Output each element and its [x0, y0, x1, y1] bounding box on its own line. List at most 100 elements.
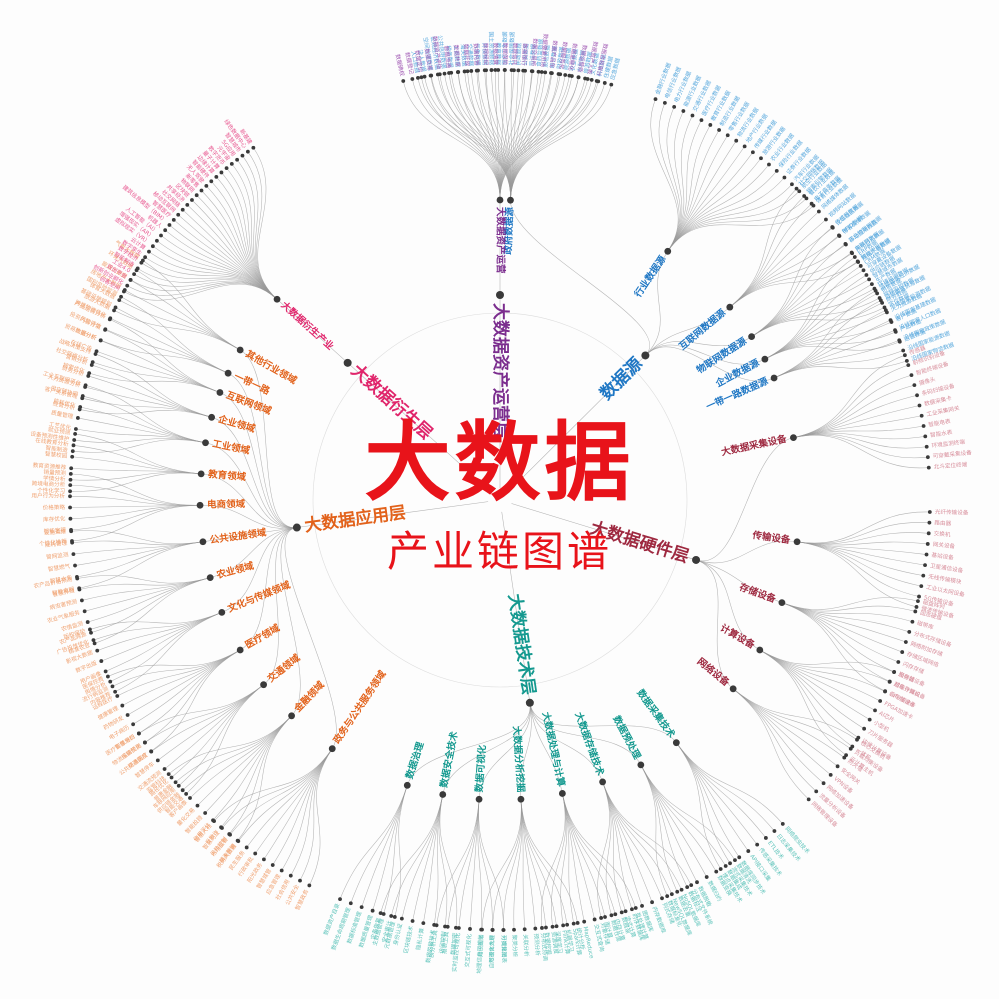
tree-node-dot — [507, 196, 514, 204]
tree-node-dot — [392, 915, 397, 919]
tree-node-dot — [858, 264, 863, 268]
tree-node-dot — [80, 396, 85, 401]
tree-node-dot — [923, 563, 927, 568]
tree-node-dot — [522, 927, 527, 932]
tree-node-label: 交通数据 — [466, 43, 476, 66]
tree-node-dot — [68, 494, 72, 499]
tree-node-dot — [442, 71, 447, 76]
tree-node-dot — [196, 501, 204, 509]
tree-node-dot — [512, 927, 516, 932]
tree-node-dot — [439, 791, 447, 798]
tree-node-dot — [202, 439, 209, 447]
tree-node-dot — [793, 538, 801, 546]
tree-node-dot — [924, 444, 929, 449]
tree-node-dot — [613, 912, 618, 917]
tree-node-dot — [199, 188, 204, 193]
tree-node-dot — [867, 717, 872, 722]
tree-node-dot — [794, 186, 799, 191]
tree-node-dot — [131, 722, 136, 727]
tree-node-dot — [501, 928, 506, 932]
tree-node-dot — [401, 79, 406, 83]
tree-node-label: 无线传输模块 — [928, 572, 963, 586]
tree-node-dot — [544, 925, 548, 930]
tree-node-dot — [756, 646, 764, 654]
tree-node-dot — [465, 69, 470, 74]
tree-node-dot — [855, 737, 859, 742]
tree-node-dot — [797, 189, 802, 194]
tree-node-dot — [689, 883, 694, 888]
tree-node-label: 病虫害预测 — [49, 597, 78, 611]
tree-node-dot — [69, 528, 73, 532]
tree-node-dot — [767, 162, 771, 167]
tree-node-label: 教育领域 — [207, 468, 247, 483]
tree-node-dot — [665, 894, 670, 899]
tree-node-dot — [443, 924, 447, 929]
tree-node-dot — [149, 749, 153, 754]
tree-node-dot — [550, 924, 555, 929]
tree-node-dot — [251, 145, 256, 150]
tree-node-dot — [68, 472, 73, 476]
tree-node-dot — [378, 911, 383, 915]
tree-node-dot — [171, 217, 176, 222]
tree-node-dot — [70, 454, 75, 459]
tree-node-label: 数据流通 — [442, 45, 453, 69]
tree-node-label: 智能制造 — [45, 444, 69, 455]
tree-node-dot — [108, 316, 113, 321]
tree-node-dot — [180, 207, 185, 212]
tree-node-dot — [664, 247, 672, 255]
tree-node-dot — [690, 113, 695, 118]
tree-node-dot — [90, 360, 95, 365]
tree-node-dot — [681, 109, 686, 113]
tree-node-dot — [917, 594, 921, 599]
tree-node-label: 环保数据 — [480, 43, 489, 66]
tree-node-dot — [76, 416, 80, 420]
tree-node-dot — [728, 861, 732, 866]
tree-node-dot — [835, 764, 840, 769]
tree-node-dot — [229, 161, 234, 166]
tree-node-dot — [896, 660, 901, 664]
tree-node-dot — [103, 669, 108, 674]
tree-node-label: 教育数据 — [495, 43, 503, 66]
tree-node-label: 农业数据 — [568, 48, 580, 72]
tree-node-label: 税务数据 — [445, 45, 456, 69]
tree-node-dot — [549, 71, 553, 75]
tree-node-dot — [108, 679, 113, 684]
tree-node-dot — [113, 689, 118, 694]
tree-node-dot — [359, 905, 364, 910]
tree-node-dot — [82, 609, 87, 614]
tree-node-dot — [298, 878, 302, 883]
tree-node-label: 管网监测 — [46, 550, 70, 561]
tree-node-dot — [197, 470, 205, 478]
tree-node-label: 数据清算 — [492, 43, 500, 66]
tree-node-dot — [91, 638, 96, 642]
tree-node-dot — [830, 225, 835, 229]
tree-node-dot — [575, 921, 580, 925]
tree-node-dot — [723, 864, 728, 868]
tree-node-dot — [837, 233, 841, 238]
tree-node-dot — [530, 69, 535, 74]
tree-node-label: 机器学习 — [564, 929, 575, 952]
tree-node-dot — [852, 255, 857, 259]
tree-node-dot — [89, 630, 93, 635]
tree-node-label: 统计分析 — [575, 927, 587, 951]
tree-node-dot — [717, 128, 721, 132]
tree-node-dot — [558, 790, 566, 797]
tree-node-label: 个性化推荐 — [39, 537, 68, 548]
tree-node-label: 能耗管理 — [44, 539, 67, 549]
tree-node-dot — [410, 919, 415, 923]
tree-node-dot — [623, 909, 628, 914]
tree-node-dot — [110, 684, 115, 689]
tree-node-label: 数据采集技术 — [634, 686, 678, 740]
tree-node-dot — [496, 291, 504, 299]
tree-node-label: 数据信托 — [511, 43, 520, 66]
tree-node-dot — [662, 100, 667, 105]
tree-node-dot — [125, 283, 130, 288]
tree-node-dot — [816, 209, 821, 214]
tree-node-label: 网络设备 — [695, 655, 732, 689]
tree-node-dot — [906, 363, 911, 367]
tree-node-label: 大数据资产运营层 — [490, 303, 511, 439]
tree-node-dot — [761, 355, 769, 363]
tree-node-label: 计算设备 — [718, 622, 757, 652]
tree-node-label: 环境监测终端 — [931, 437, 966, 449]
tree-node-dot — [166, 772, 171, 776]
